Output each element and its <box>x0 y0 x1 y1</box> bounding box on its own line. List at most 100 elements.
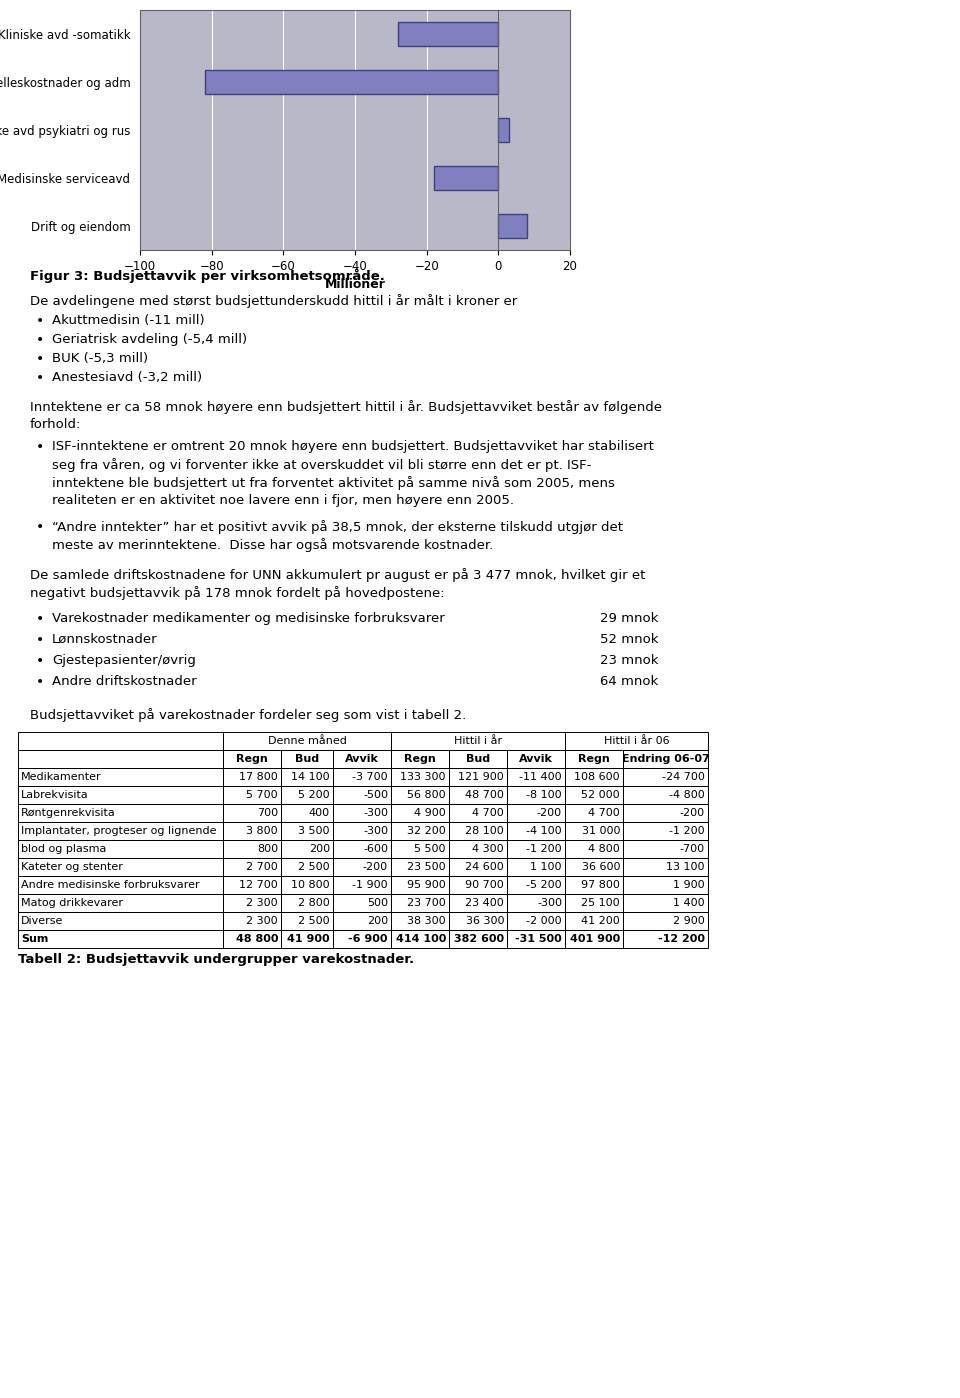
Text: 2 900: 2 900 <box>673 916 705 925</box>
Bar <box>204 70 498 94</box>
Bar <box>281 930 333 948</box>
Text: Bud: Bud <box>466 754 490 763</box>
Text: •: • <box>36 352 44 366</box>
Text: 4 300: 4 300 <box>472 844 504 854</box>
Text: -24 700: -24 700 <box>662 772 705 781</box>
Text: 14 100: 14 100 <box>292 772 330 781</box>
Text: 48 700: 48 700 <box>466 790 504 800</box>
Text: 23 700: 23 700 <box>407 898 446 907</box>
Bar <box>333 840 391 858</box>
Text: 5 500: 5 500 <box>415 844 446 854</box>
Bar <box>507 768 565 786</box>
Text: 10 800: 10 800 <box>292 879 330 891</box>
Text: 95 900: 95 900 <box>407 879 446 891</box>
Text: -600: -600 <box>363 844 388 854</box>
Bar <box>18 786 223 804</box>
Text: 41 900: 41 900 <box>287 934 330 944</box>
Bar <box>223 893 281 911</box>
Text: •: • <box>36 633 44 647</box>
Bar <box>507 822 565 840</box>
Bar <box>223 749 281 768</box>
Bar <box>281 911 333 930</box>
Text: -1 200: -1 200 <box>526 844 562 854</box>
Text: -1 900: -1 900 <box>352 879 388 891</box>
Text: Gjestepasienter/øvrig: Gjestepasienter/øvrig <box>52 654 196 667</box>
Text: Geriatrisk avdeling (-5,4 mill): Geriatrisk avdeling (-5,4 mill) <box>52 333 247 345</box>
Text: 1 100: 1 100 <box>531 863 562 872</box>
Bar <box>623 930 708 948</box>
Bar <box>498 214 527 238</box>
Bar <box>223 930 281 948</box>
Bar <box>333 822 391 840</box>
Text: “Andre inntekter” har et positivt avvik på 38,5 mnok, der eksterne tilskudd utgj: “Andre inntekter” har et positivt avvik … <box>52 520 623 534</box>
Bar <box>623 877 708 893</box>
Bar <box>507 840 565 858</box>
Text: •: • <box>36 440 44 454</box>
Text: Regn: Regn <box>578 754 610 763</box>
Bar <box>391 786 449 804</box>
Text: seg fra våren, og vi forventer ikke at overskuddet vil bli større enn det er pt.: seg fra våren, og vi forventer ikke at o… <box>52 459 591 473</box>
Text: Kateter og stenter: Kateter og stenter <box>21 863 123 872</box>
Bar <box>449 840 507 858</box>
Text: Lønnskostnader: Lønnskostnader <box>52 633 157 646</box>
Bar <box>623 804 708 822</box>
Text: -4 100: -4 100 <box>526 826 562 836</box>
Text: Regn: Regn <box>404 754 436 763</box>
Bar <box>18 768 223 786</box>
Text: -300: -300 <box>363 826 388 836</box>
Text: forhold:: forhold: <box>30 418 82 431</box>
Text: 382 600: 382 600 <box>454 934 504 944</box>
Bar <box>449 822 507 840</box>
Bar <box>449 804 507 822</box>
Text: 3 800: 3 800 <box>247 826 278 836</box>
Text: Andre driftskostnader: Andre driftskostnader <box>52 675 197 688</box>
Bar <box>281 786 333 804</box>
Bar <box>333 768 391 786</box>
Bar <box>281 804 333 822</box>
Text: 24 600: 24 600 <box>466 863 504 872</box>
Text: -8 100: -8 100 <box>526 790 562 800</box>
Text: -5 200: -5 200 <box>526 879 562 891</box>
Bar <box>507 930 565 948</box>
Text: -4 800: -4 800 <box>669 790 705 800</box>
Bar <box>281 840 333 858</box>
Bar <box>281 858 333 877</box>
Bar <box>391 930 449 948</box>
Bar <box>391 768 449 786</box>
Bar <box>623 840 708 858</box>
Text: 700: 700 <box>257 808 278 818</box>
Bar <box>449 911 507 930</box>
Text: 5 200: 5 200 <box>299 790 330 800</box>
Text: Hittil i år: Hittil i år <box>454 735 502 747</box>
Text: Anestesiavd (-3,2 mill): Anestesiavd (-3,2 mill) <box>52 370 203 384</box>
Text: ISF-inntektene er omtrent 20 mnok høyere enn budsjettert. Budsjettavviket har st: ISF-inntektene er omtrent 20 mnok høyere… <box>52 440 654 453</box>
Text: 2 700: 2 700 <box>247 863 278 872</box>
Bar <box>391 822 449 840</box>
Text: inntektene ble budsjettert ut fra forventet aktivitet på samme nivå som 2005, me: inntektene ble budsjettert ut fra forven… <box>52 475 614 489</box>
Text: •: • <box>36 612 44 626</box>
Bar <box>623 786 708 804</box>
Bar <box>333 877 391 893</box>
Text: 2 500: 2 500 <box>299 863 330 872</box>
X-axis label: Millioner: Millioner <box>324 278 385 291</box>
Text: -300: -300 <box>537 898 562 907</box>
Bar <box>398 22 498 46</box>
Bar <box>565 804 623 822</box>
Text: Endring 06-07: Endring 06-07 <box>622 754 709 763</box>
Text: Matog drikkevarer: Matog drikkevarer <box>21 898 123 907</box>
Text: 28 100: 28 100 <box>466 826 504 836</box>
Text: 32 200: 32 200 <box>407 826 446 836</box>
Text: Avvik: Avvik <box>345 754 379 763</box>
Bar <box>623 822 708 840</box>
Bar <box>391 749 449 768</box>
Bar <box>449 786 507 804</box>
Text: 200: 200 <box>367 916 388 925</box>
Text: Sum: Sum <box>21 934 48 944</box>
Bar <box>391 877 449 893</box>
Text: •: • <box>36 315 44 329</box>
Bar <box>18 893 223 911</box>
Bar <box>449 930 507 948</box>
Text: Andre medisinske forbruksvarer: Andre medisinske forbruksvarer <box>21 879 200 891</box>
Text: Denne måned: Denne måned <box>268 735 347 747</box>
Text: Avvik: Avvik <box>519 754 553 763</box>
